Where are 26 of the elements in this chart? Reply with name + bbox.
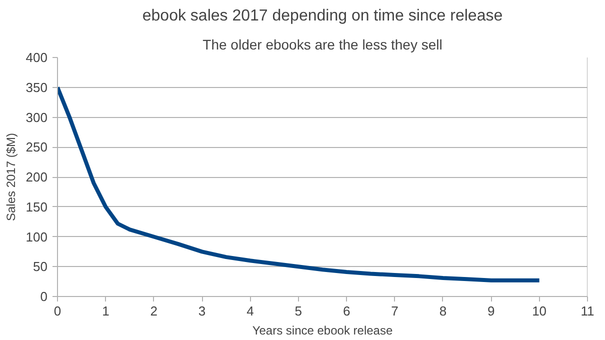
- y-tick-label: 400: [26, 50, 48, 65]
- chart-title: ebook sales 2017 depending on time since release: [142, 8, 503, 24]
- y-tick-label: 100: [26, 229, 48, 244]
- x-tick-label: 6: [342, 304, 350, 318]
- x-tick-label: 10: [532, 304, 547, 318]
- y-tick-label: 0: [40, 289, 48, 304]
- x-tick-label: 4: [246, 304, 254, 318]
- x-tick-label: 2: [150, 304, 158, 318]
- x-tick-label: 0: [54, 304, 62, 318]
- x-tick-label: 11: [580, 304, 594, 318]
- y-axis-title: Sales 2017 ($M): [4, 132, 18, 222]
- x-tick-label: 8: [439, 304, 447, 318]
- chart-subtitle: The older ebooks are the less they sell: [202, 36, 442, 52]
- x-tick-label: 7: [391, 304, 398, 318]
- x-tick-label: 9: [488, 304, 495, 318]
- y-tick-label: 150: [26, 199, 48, 214]
- x-tick-label: 3: [198, 304, 206, 318]
- y-tick-label: 300: [26, 110, 48, 125]
- line-series: [58, 85, 542, 282]
- y-tick-label: 200: [26, 170, 48, 184]
- x-tick-label: 5: [294, 304, 302, 318]
- y-tick-label: 250: [26, 140, 48, 155]
- y-tick-label: 50: [33, 259, 48, 274]
- x-tick-label: 1: [102, 304, 110, 318]
- x-axis-title: Years since ebook release: [252, 324, 393, 338]
- y-tick-label: 350: [26, 80, 48, 95]
